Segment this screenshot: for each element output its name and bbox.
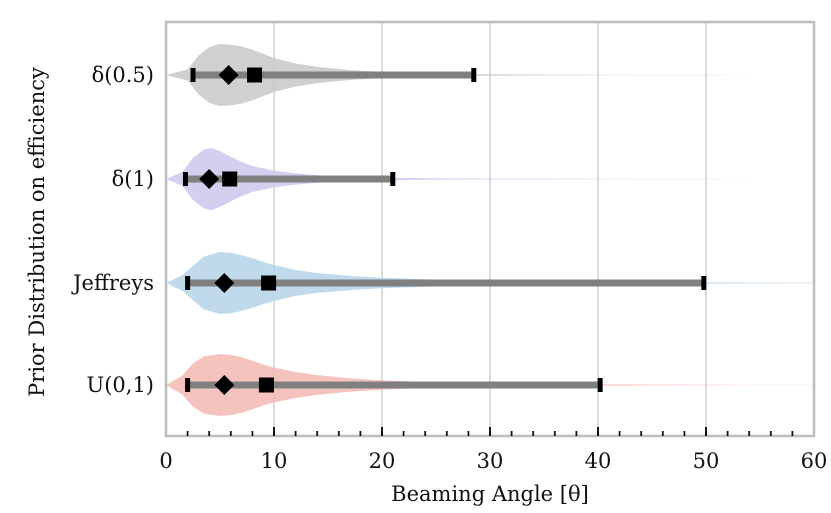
category-label: U(0,1) <box>87 373 154 397</box>
y-axis-title: Prior Distribution on efficiency <box>25 67 49 397</box>
axis-labels: 0 10 20 30 40 50 60 δ(0.5) δ(1) Jeffreys U(0,1) <box>71 63 827 473</box>
credible-intervals <box>182 68 707 392</box>
x-axis-ticks <box>186 427 794 436</box>
x-tick-label: 20 <box>369 449 396 473</box>
interval-lower-cap <box>185 276 191 290</box>
median-square-marker <box>247 67 263 83</box>
category-label: Jeffreys <box>71 271 154 295</box>
interval-upper-cap <box>471 68 477 82</box>
median-square-marker <box>261 275 277 291</box>
violin <box>166 44 814 106</box>
x-tick-label: 60 <box>801 449 828 473</box>
x-tick-label: 40 <box>585 449 612 473</box>
interval-upper-cap <box>597 378 603 392</box>
interval-upper-cap <box>390 172 396 186</box>
grid-lines <box>273 22 707 436</box>
mean-diamond-marker <box>214 273 235 293</box>
interval-lower-cap <box>185 378 191 392</box>
mean-diamond-marker <box>214 375 235 395</box>
x-tick-label: 50 <box>693 449 720 473</box>
mean-diamond-marker <box>199 169 220 189</box>
mean-diamond-marker <box>218 65 239 85</box>
x-tick-label: 0 <box>159 449 172 473</box>
category-label: δ(1) <box>112 167 154 191</box>
point-estimates <box>199 65 277 395</box>
median-square-marker <box>222 171 238 187</box>
x-axis-title: Beaming Angle [θ] <box>391 482 589 506</box>
violin <box>166 148 814 210</box>
median-square-marker <box>258 377 274 393</box>
category-label: δ(0.5) <box>92 63 154 87</box>
x-tick-label: 30 <box>477 449 504 473</box>
interval-upper-cap <box>701 276 707 290</box>
interval-lower-cap <box>190 68 196 82</box>
interval-lower-cap <box>182 172 188 186</box>
x-tick-label: 10 <box>261 449 288 473</box>
